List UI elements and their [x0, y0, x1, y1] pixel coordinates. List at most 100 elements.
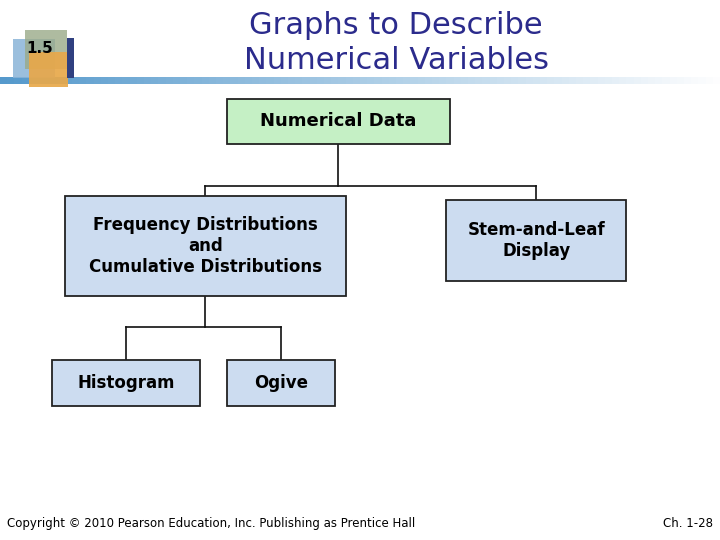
Text: Numerical Data: Numerical Data [260, 112, 417, 131]
FancyBboxPatch shape [590, 77, 598, 84]
FancyBboxPatch shape [360, 77, 368, 84]
FancyBboxPatch shape [173, 77, 181, 84]
FancyBboxPatch shape [497, 77, 505, 84]
FancyBboxPatch shape [227, 98, 450, 144]
FancyBboxPatch shape [101, 77, 109, 84]
FancyBboxPatch shape [122, 77, 130, 84]
FancyBboxPatch shape [540, 77, 548, 84]
FancyBboxPatch shape [94, 77, 102, 84]
FancyBboxPatch shape [302, 77, 310, 84]
FancyBboxPatch shape [202, 77, 210, 84]
FancyBboxPatch shape [468, 77, 476, 84]
FancyBboxPatch shape [29, 52, 68, 87]
FancyBboxPatch shape [238, 77, 246, 84]
FancyBboxPatch shape [396, 77, 404, 84]
FancyBboxPatch shape [52, 361, 199, 406]
FancyBboxPatch shape [670, 77, 678, 84]
FancyBboxPatch shape [0, 77, 8, 84]
FancyBboxPatch shape [295, 77, 303, 84]
Text: 1.5: 1.5 [26, 41, 53, 56]
FancyBboxPatch shape [583, 77, 591, 84]
FancyBboxPatch shape [526, 77, 534, 84]
FancyBboxPatch shape [22, 77, 30, 84]
FancyBboxPatch shape [259, 77, 267, 84]
FancyBboxPatch shape [504, 77, 512, 84]
FancyBboxPatch shape [454, 77, 462, 84]
FancyBboxPatch shape [612, 77, 620, 84]
FancyBboxPatch shape [403, 77, 411, 84]
FancyBboxPatch shape [144, 77, 152, 84]
FancyBboxPatch shape [691, 77, 699, 84]
FancyBboxPatch shape [79, 77, 87, 84]
FancyBboxPatch shape [72, 77, 80, 84]
FancyBboxPatch shape [252, 77, 260, 84]
FancyBboxPatch shape [50, 77, 58, 84]
FancyBboxPatch shape [180, 77, 188, 84]
FancyBboxPatch shape [29, 77, 37, 84]
FancyBboxPatch shape [389, 77, 397, 84]
FancyBboxPatch shape [533, 77, 541, 84]
FancyBboxPatch shape [576, 77, 584, 84]
FancyBboxPatch shape [227, 361, 335, 406]
FancyBboxPatch shape [281, 77, 289, 84]
FancyBboxPatch shape [648, 77, 656, 84]
FancyBboxPatch shape [166, 77, 174, 84]
FancyBboxPatch shape [209, 77, 217, 84]
FancyBboxPatch shape [346, 77, 354, 84]
Text: Stem-and-Leaf
Display: Stem-and-Leaf Display [467, 221, 606, 260]
FancyBboxPatch shape [274, 77, 282, 84]
FancyBboxPatch shape [338, 77, 346, 84]
FancyBboxPatch shape [86, 77, 94, 84]
FancyBboxPatch shape [432, 77, 440, 84]
Text: Graphs to Describe
Numerical Variables: Graphs to Describe Numerical Variables [243, 11, 549, 75]
FancyBboxPatch shape [151, 77, 159, 84]
Text: Frequency Distributions
and
Cumulative Distributions: Frequency Distributions and Cumulative D… [89, 216, 322, 275]
FancyBboxPatch shape [482, 77, 490, 84]
FancyBboxPatch shape [223, 77, 231, 84]
FancyBboxPatch shape [446, 77, 454, 84]
FancyBboxPatch shape [266, 77, 274, 84]
FancyBboxPatch shape [367, 77, 375, 84]
FancyBboxPatch shape [14, 77, 22, 84]
FancyBboxPatch shape [706, 77, 714, 84]
FancyBboxPatch shape [25, 30, 67, 69]
FancyBboxPatch shape [108, 77, 116, 84]
FancyBboxPatch shape [137, 77, 145, 84]
FancyBboxPatch shape [418, 77, 426, 84]
Text: Ogive: Ogive [254, 374, 308, 393]
FancyBboxPatch shape [67, 38, 74, 78]
FancyBboxPatch shape [598, 77, 606, 84]
FancyBboxPatch shape [230, 77, 238, 84]
FancyBboxPatch shape [194, 77, 202, 84]
FancyBboxPatch shape [641, 77, 649, 84]
FancyBboxPatch shape [562, 77, 570, 84]
FancyBboxPatch shape [353, 77, 361, 84]
FancyBboxPatch shape [439, 77, 447, 84]
FancyBboxPatch shape [634, 77, 642, 84]
FancyBboxPatch shape [490, 77, 498, 84]
Text: Copyright © 2010 Pearson Education, Inc. Publishing as Prentice Hall: Copyright © 2010 Pearson Education, Inc.… [7, 517, 415, 530]
FancyBboxPatch shape [518, 77, 526, 84]
FancyBboxPatch shape [7, 77, 15, 84]
FancyBboxPatch shape [65, 195, 346, 296]
FancyBboxPatch shape [245, 77, 253, 84]
FancyBboxPatch shape [677, 77, 685, 84]
FancyBboxPatch shape [13, 39, 55, 78]
FancyBboxPatch shape [554, 77, 562, 84]
FancyBboxPatch shape [713, 77, 720, 84]
FancyBboxPatch shape [158, 77, 166, 84]
FancyBboxPatch shape [626, 77, 634, 84]
FancyBboxPatch shape [461, 77, 469, 84]
FancyBboxPatch shape [446, 200, 626, 281]
FancyBboxPatch shape [475, 77, 483, 84]
FancyBboxPatch shape [115, 77, 123, 84]
FancyBboxPatch shape [58, 77, 66, 84]
FancyBboxPatch shape [619, 77, 627, 84]
FancyBboxPatch shape [410, 77, 418, 84]
FancyBboxPatch shape [288, 77, 296, 84]
FancyBboxPatch shape [65, 77, 73, 84]
FancyBboxPatch shape [547, 77, 555, 84]
FancyBboxPatch shape [655, 77, 663, 84]
FancyBboxPatch shape [662, 77, 670, 84]
FancyBboxPatch shape [187, 77, 195, 84]
